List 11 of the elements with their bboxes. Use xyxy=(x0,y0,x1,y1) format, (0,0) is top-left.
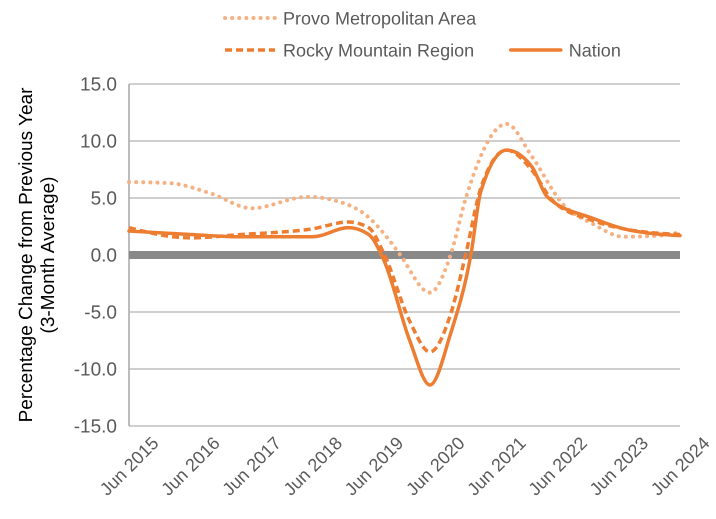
y-tick-label: -15.0 xyxy=(74,416,117,438)
y-tick-label: -5.0 xyxy=(84,302,117,324)
legend-label: Provo Metropolitan Area xyxy=(283,8,478,28)
y-tick-label: -10.0 xyxy=(74,360,117,381)
legend-label: Rocky Mountain Region xyxy=(283,40,474,60)
legend-label: Nation xyxy=(568,40,621,60)
y-tick-label: 10.0 xyxy=(80,132,117,153)
y-tick-label: 5.0 xyxy=(90,188,117,210)
y-tick-label: 0.0 xyxy=(90,246,117,267)
y-axis-title: Percentage Change from Previous Year (3-Month Average) xyxy=(16,86,59,422)
y-tick-label: 15.0 xyxy=(80,74,117,96)
